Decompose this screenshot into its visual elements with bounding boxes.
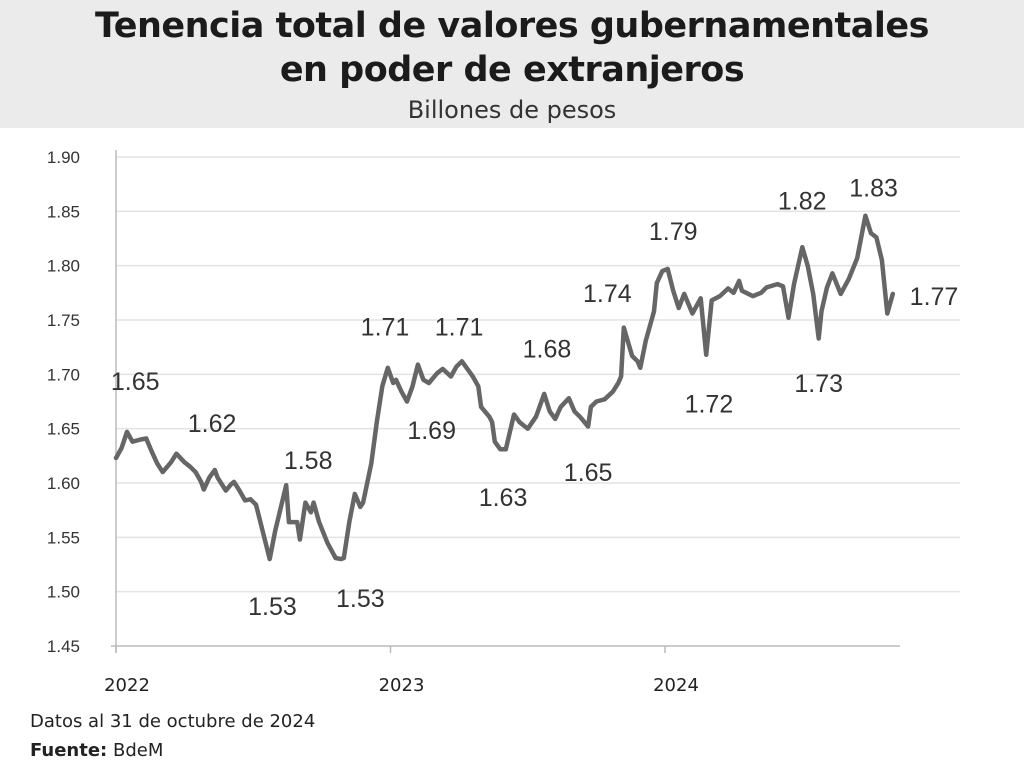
data-label: 1.77 xyxy=(910,283,959,311)
y-tick-label: 1.90 xyxy=(47,148,80,167)
data-label: 1.53 xyxy=(248,593,297,621)
y-tick-label: 1.85 xyxy=(47,202,80,221)
y-tick-label: 1.75 xyxy=(47,311,80,330)
chart-subtitle: Billones de pesos xyxy=(407,96,617,124)
data-label: 1.63 xyxy=(479,484,528,512)
y-tick-label: 1.55 xyxy=(47,528,80,547)
y-tick-label: 1.70 xyxy=(47,365,80,384)
data-label: 1.53 xyxy=(336,585,385,613)
data-label: 1.62 xyxy=(188,410,237,438)
data-label: 1.71 xyxy=(361,314,410,342)
data-label: 1.72 xyxy=(685,391,734,419)
source-label: Fuente: xyxy=(30,740,108,761)
chart-title-line2: en poder de extranjeros xyxy=(279,50,745,90)
y-tick-label: 1.65 xyxy=(47,420,80,439)
x-tick-label: 2022 xyxy=(104,675,150,696)
y-tick-label: 1.80 xyxy=(47,257,80,276)
data-label: 1.73 xyxy=(794,370,843,398)
data-label: 1.58 xyxy=(284,447,333,475)
x-tick-label: 2024 xyxy=(653,675,699,696)
y-tick-label: 1.50 xyxy=(47,583,80,602)
y-tick-label: 1.45 xyxy=(47,637,80,656)
data-label: 1.83 xyxy=(849,174,898,202)
chart-title-line1: Tenencia total de valores gubernamentale… xyxy=(95,6,929,46)
data-label: 1.71 xyxy=(435,314,484,342)
data-label: 1.65 xyxy=(111,368,160,396)
data-label: 1.82 xyxy=(778,187,827,215)
data-label: 1.79 xyxy=(649,218,698,246)
data-label: 1.69 xyxy=(407,417,456,445)
x-tick-label: 2023 xyxy=(379,675,425,696)
data-label: 1.74 xyxy=(583,280,632,308)
source-value: BdeM xyxy=(112,740,164,761)
source-note: Fuente: BdeM xyxy=(30,740,163,761)
data-date-note: Datos al 31 de octubre de 2024 xyxy=(30,711,316,732)
title-banner: Tenencia total de valores gubernamentale… xyxy=(0,0,1024,128)
y-tick-label: 1.60 xyxy=(47,474,80,493)
data-label: 1.65 xyxy=(564,459,613,487)
data-label: 1.68 xyxy=(523,335,572,363)
